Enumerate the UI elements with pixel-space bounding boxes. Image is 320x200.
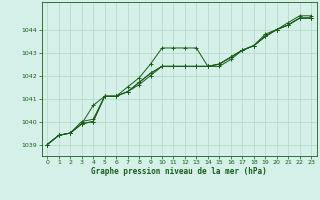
X-axis label: Graphe pression niveau de la mer (hPa): Graphe pression niveau de la mer (hPa)	[91, 167, 267, 176]
